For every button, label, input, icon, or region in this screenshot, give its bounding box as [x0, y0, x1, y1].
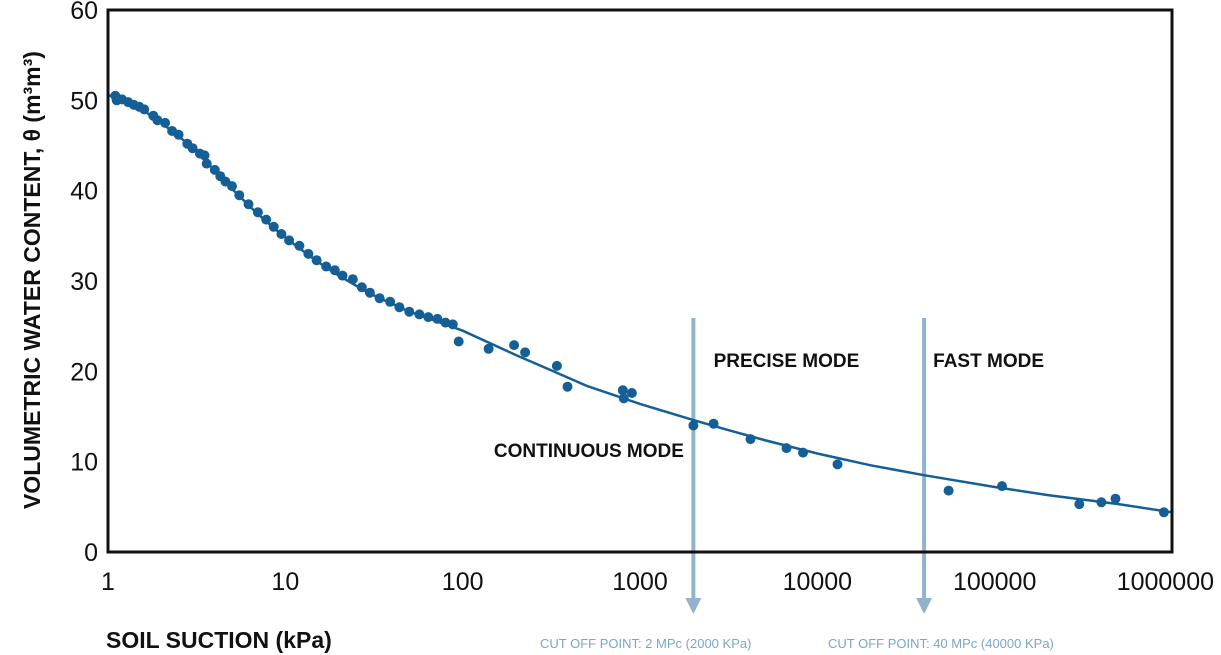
y-tick-label: 20 [70, 358, 98, 386]
mode-annotation: CONTINUOUS MODE [494, 441, 684, 462]
data-point [617, 385, 628, 396]
series-layer [107, 90, 1173, 518]
y-tick-label: 50 [70, 87, 98, 115]
mode-annotation: PRECISE MODE [714, 351, 860, 372]
x-tick-label: 1000 [612, 568, 668, 596]
y-tick-label: 30 [70, 268, 98, 296]
x-tick-label: 10 [271, 568, 299, 596]
y-tick-label: 40 [70, 178, 98, 206]
y-axis-ticks: 0 10 20 30 40 50 60 [70, 0, 98, 567]
x-tick-label: 1 [101, 568, 115, 596]
data-point [1110, 493, 1121, 504]
data-point [453, 336, 464, 347]
cutoff-label: CUT OFF POINT: 40 MPc (40000 KPa) [828, 636, 1054, 651]
data-point [551, 360, 562, 371]
data-point [227, 181, 237, 192]
y-tick-label: 60 [70, 0, 98, 25]
fitted-curve [107, 93, 1173, 514]
data-point [294, 240, 305, 251]
data-point [943, 485, 954, 496]
x-axis-title: SOIL SUCTION (kPa) [106, 627, 332, 653]
x-tick-label: 10000 [783, 568, 853, 596]
x-tick-label: 100000 [953, 568, 1036, 596]
data-point [626, 388, 637, 398]
data-point [1074, 499, 1085, 510]
plot-area-frame [106, 8, 1174, 554]
data-point [832, 459, 843, 470]
data-point [483, 343, 494, 354]
x-tick-label: 100 [442, 568, 484, 596]
y-tick-label: 10 [70, 449, 98, 477]
data-point [520, 347, 531, 358]
annotation-layer: CONTINUOUS MODE PRECISE MODE FAST MODE [494, 351, 1044, 462]
cutoff-arrowhead [916, 598, 933, 614]
data-point [562, 381, 573, 392]
y-tick-label: 0 [84, 539, 98, 567]
cutoff-arrowhead [685, 598, 702, 614]
mode-annotation: FAST MODE [933, 351, 1044, 372]
data-point [509, 340, 520, 351]
x-axis-ticks: 1 10 100 1000 10000 100000 1000000 [101, 568, 1214, 596]
x-tick-label: 1000000 [1117, 568, 1214, 596]
y-axis-title: VOLUMETRIC WATER CONTENT, θ (m³m³) [19, 51, 45, 509]
data-point [688, 420, 699, 431]
cutoff-label: CUT OFF POINT: 2 MPc (2000 KPa) [540, 636, 751, 651]
